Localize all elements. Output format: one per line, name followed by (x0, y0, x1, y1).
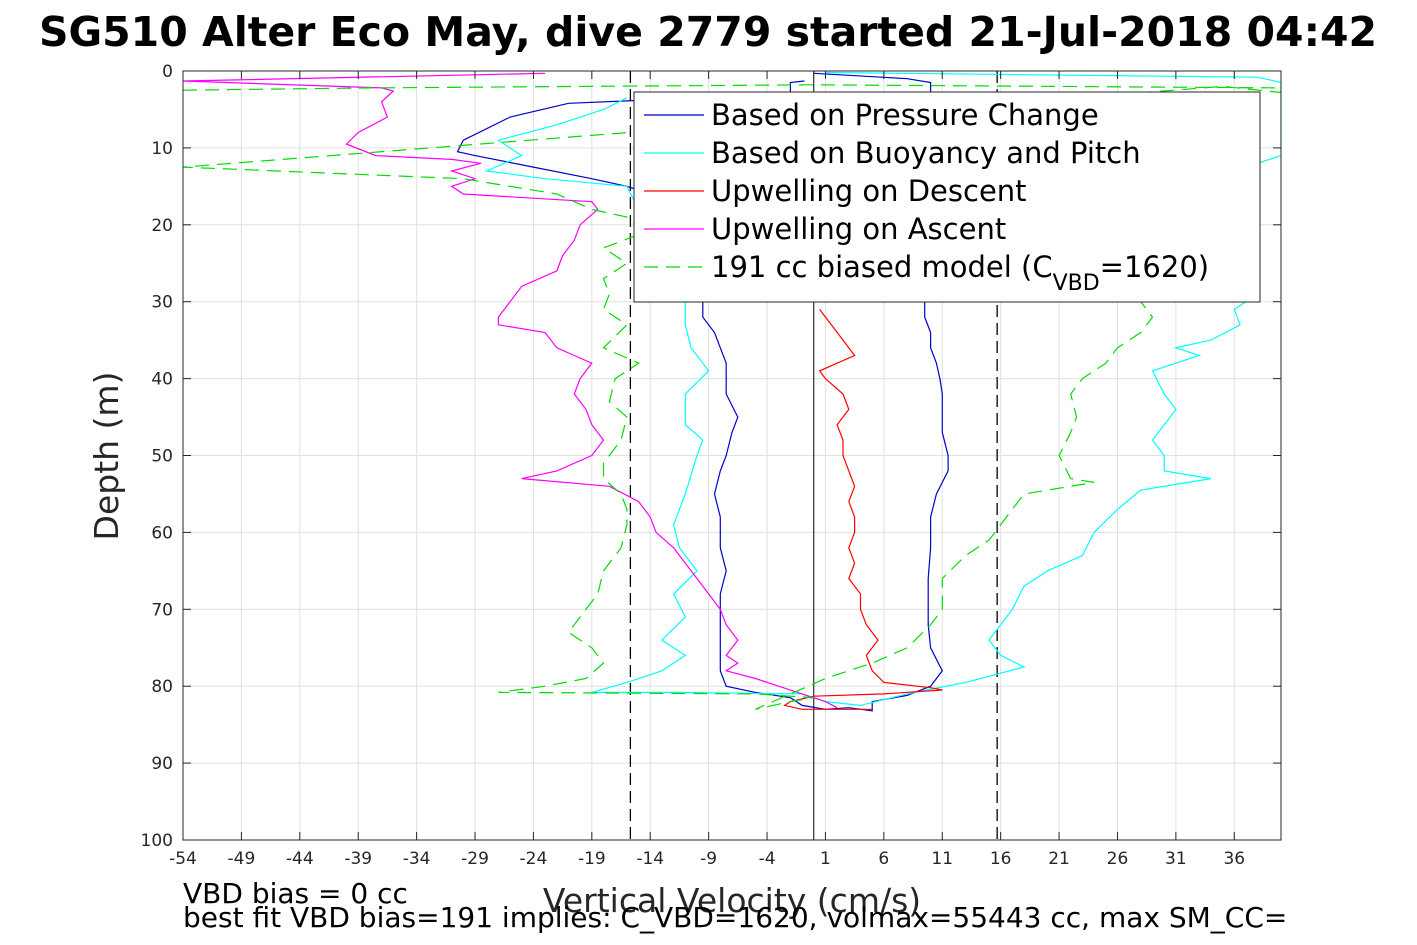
x-tick-label: 36 (1223, 849, 1245, 869)
x-tick-label: -29 (461, 849, 489, 869)
vbd-bias-note: VBD bias = 0 cc (183, 877, 408, 910)
x-tick-label: -54 (169, 849, 197, 869)
x-tick-label: -24 (520, 849, 548, 869)
x-axis-label: Vertical Velocity (cm/s) (543, 881, 921, 920)
x-tick-label: 21 (1048, 849, 1070, 869)
y-tick-label: 80 (151, 677, 173, 697)
series-line-1 (484, 71, 1281, 707)
legend-box (633, 91, 1261, 303)
legend-label-3: Upwelling on Ascent (711, 212, 1006, 246)
y-tick-label: 50 (151, 447, 173, 467)
x-ticks: -54 -49 -44 -39 -34 -29 -24 -19 -14 -9 -4 1 6 11 16 21 2… (169, 71, 1245, 869)
x-tick-label: -49 (228, 849, 256, 869)
series-line-2 (783, 309, 943, 710)
best-fit-note: best fit VBD bias=191 implies: C_VBD=162… (183, 901, 1287, 934)
y-tick-label: 30 (151, 293, 173, 313)
x-tick-label: 1 (820, 849, 831, 869)
x-tick-label: -9 (700, 849, 717, 869)
legend: Based on Pressure Change Based on Buoyanc… (633, 91, 1261, 303)
y-ticks: 0 10 20 30 40 50 60 70 80 90 100 (141, 62, 1281, 851)
x-tick-label: -44 (286, 849, 314, 869)
x-tick-label: 11 (931, 849, 953, 869)
y-tick-label: 10 (151, 139, 173, 159)
y-tick-label: 60 (151, 523, 173, 543)
x-tick-label: -14 (636, 849, 664, 869)
chart-title: SG510 Alter Eco May, dive 2779 started 2… (39, 8, 1377, 56)
x-tick-label: -39 (344, 849, 372, 869)
legend-label-1: Based on Buoyancy and Pitch (711, 136, 1141, 170)
y-tick-label: 40 (151, 370, 173, 390)
y-axis-label: Depth (m) (87, 372, 126, 541)
x-tick-label: -19 (578, 849, 606, 869)
x-tick-label: 31 (1165, 849, 1187, 869)
x-tick-label: 6 (878, 849, 889, 869)
y-tick-label: 0 (162, 62, 173, 82)
legend-label-2: Upwelling on Descent (711, 174, 1027, 208)
y-tick-label: 70 (151, 600, 173, 620)
series-line-3 (183, 72, 838, 709)
y-tick-label: 100 (141, 831, 173, 851)
x-tick-label: 16 (990, 849, 1012, 869)
y-tick-label: 20 (151, 216, 173, 236)
x-tick-label: -34 (403, 849, 431, 869)
x-tick-label: 26 (1107, 849, 1129, 869)
x-tick-label: -4 (759, 849, 776, 869)
y-tick-label: 90 (151, 754, 173, 774)
legend-label-0: Based on Pressure Change (711, 98, 1099, 132)
